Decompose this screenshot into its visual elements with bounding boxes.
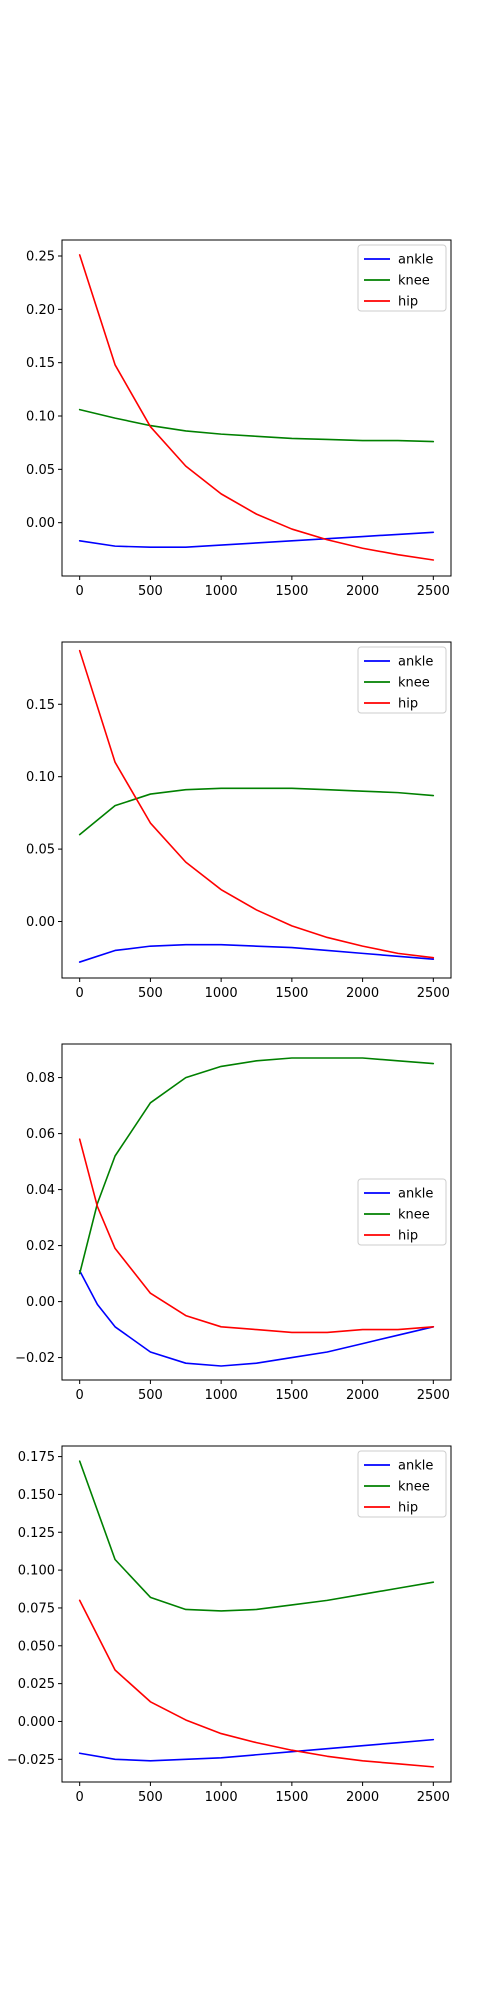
x-tick-label: 2500 <box>417 584 450 599</box>
plot-frame <box>61 641 452 979</box>
plot-frame <box>61 1445 452 1783</box>
y-tick-label: 0.00 <box>26 516 55 531</box>
x-tick-label: 2500 <box>417 986 450 1001</box>
y-tick-label: 0.075 <box>18 1601 55 1616</box>
y-tick-label: 0.15 <box>26 698 55 713</box>
x-tick-label: 2000 <box>346 1388 379 1403</box>
x-tick-label: 500 <box>138 1790 163 1805</box>
y-tick-label: 0.25 <box>26 250 55 265</box>
x-tick-label: 1000 <box>205 1790 238 1805</box>
legend-label-knee: knee <box>398 274 430 289</box>
plot-frame <box>61 1043 452 1381</box>
x-tick-label: 1000 <box>205 986 238 1001</box>
chart-panel-1: 0 500 1000 1500 2000 2500 0.00 0.05 0.10 0.15 0.20… <box>26 239 452 599</box>
x-tick-label: 1500 <box>275 1790 308 1805</box>
legend-label-ankle: ankle <box>398 655 433 670</box>
x-tick-label: 1000 <box>205 1388 238 1403</box>
y-tick-label: 0.08 <box>26 1071 55 1086</box>
series-line-knee <box>78 1460 435 1612</box>
y-tick-label: 0.100 <box>18 1564 55 1579</box>
x-tick-label: 0 <box>76 1388 84 1403</box>
legend: ankle knee hip <box>357 244 447 312</box>
y-tick-label: 0.10 <box>26 770 55 785</box>
series-line-ankle <box>78 531 435 548</box>
legend-label-ankle: ankle <box>398 1459 433 1474</box>
legend-label-hip: hip <box>398 295 418 310</box>
x-tick-label: 0 <box>76 584 84 599</box>
legend-label-knee: knee <box>398 1208 430 1223</box>
x-tick-label: 500 <box>138 1388 163 1403</box>
y-tick-label: −0.025 <box>7 1753 55 1768</box>
y-tick-label: 0.175 <box>18 1450 55 1465</box>
y-tick-label: 0.15 <box>26 356 55 371</box>
legend-box <box>357 646 447 714</box>
y-tick-label: 0.04 <box>26 1183 55 1198</box>
series-line-knee <box>78 1057 435 1275</box>
legend-label-knee: knee <box>398 1480 430 1495</box>
x-tick-label: 1000 <box>205 584 238 599</box>
chart-panel-4: 0 500 1000 1500 2000 2500 −0.025 0.000 0.025 0.05… <box>7 1445 452 1805</box>
legend-label-ankle: ankle <box>398 253 433 268</box>
y-tick-label: 0.00 <box>26 915 55 930</box>
legend-label-hip: hip <box>398 1229 418 1244</box>
chart-panel-3: 0 500 1000 1500 2000 2500 −0.02 0.00 0.02 0.04 0.0… <box>15 1043 452 1403</box>
series-line-ankle <box>78 943 435 963</box>
y-tick-label: 0.20 <box>26 303 55 318</box>
legend-box <box>357 1178 447 1246</box>
y-tick-label: 0.05 <box>26 843 55 858</box>
x-tick-label: 0 <box>76 1790 84 1805</box>
y-tick-label: 0.02 <box>26 1239 55 1254</box>
x-tick-label: 0 <box>76 986 84 1001</box>
x-tick-label: 1500 <box>275 584 308 599</box>
y-tick-label: 0.000 <box>18 1715 55 1730</box>
legend-label-ankle: ankle <box>398 1187 433 1202</box>
y-tick-label: 0.125 <box>18 1526 55 1541</box>
series-line-hip <box>78 1138 435 1334</box>
series-line-hip <box>78 1599 435 1768</box>
x-tick-label: 500 <box>138 986 163 1001</box>
series-line-ankle <box>78 1738 435 1762</box>
legend: ankle knee hip <box>357 1450 447 1518</box>
series-line-hip <box>78 649 435 959</box>
legend-label-hip: hip <box>398 1501 418 1516</box>
series-line-hip <box>78 254 435 561</box>
x-tick-label: 2000 <box>346 1790 379 1805</box>
x-tick-label: 2000 <box>346 986 379 1001</box>
series-line-ankle <box>78 1270 435 1367</box>
legend-label-hip: hip <box>398 697 418 712</box>
legend: ankle knee hip <box>357 646 447 714</box>
x-tick-label: 1500 <box>275 986 308 1001</box>
y-tick-label: 0.00 <box>26 1295 55 1310</box>
legend-box <box>357 1450 447 1518</box>
y-tick-label: 0.05 <box>26 463 55 478</box>
legend-label-knee: knee <box>398 676 430 691</box>
series-line-knee <box>78 787 435 836</box>
plot-frame <box>61 239 452 577</box>
x-tick-label: 1500 <box>275 1388 308 1403</box>
y-tick-label: 0.10 <box>26 410 55 425</box>
y-tick-label: 0.025 <box>18 1677 55 1692</box>
x-tick-label: 2000 <box>346 584 379 599</box>
legend: ankle knee hip <box>357 1178 447 1246</box>
x-tick-label: 2500 <box>417 1388 450 1403</box>
series-line-knee <box>78 408 435 443</box>
y-tick-label: −0.02 <box>15 1351 55 1366</box>
chart-panel-2: 0 500 1000 1500 2000 2500 0.00 0.05 0.10 0.15 ankl… <box>26 641 452 1001</box>
x-tick-label: 500 <box>138 584 163 599</box>
y-tick-label: 0.050 <box>18 1639 55 1654</box>
y-tick-label: 0.06 <box>26 1127 55 1142</box>
y-tick-label: 0.150 <box>18 1488 55 1503</box>
x-tick-label: 2500 <box>417 1790 450 1805</box>
legend-box <box>357 244 447 312</box>
